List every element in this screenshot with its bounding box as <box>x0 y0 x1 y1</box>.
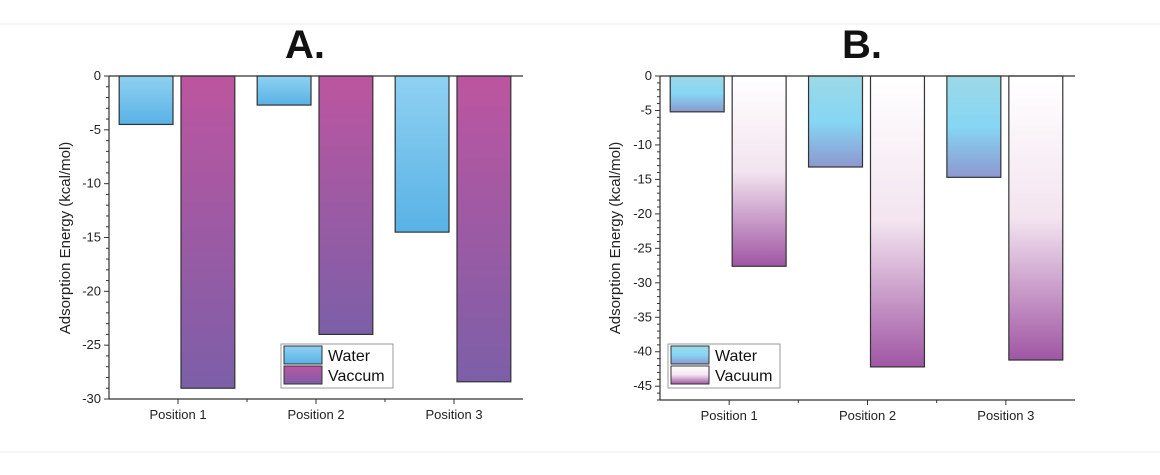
legend-swatch-vaccum <box>283 365 323 385</box>
bar-vaccum-2 <box>318 75 374 335</box>
x-tick-label: Position 2 <box>839 408 896 423</box>
y-tick-label: 0 <box>645 68 652 83</box>
legend: Water Vaccum <box>280 343 394 389</box>
x-tick-label: Position 2 <box>287 407 344 422</box>
x-tick-label: Position 3 <box>977 408 1034 423</box>
y-tick-label: -40 <box>633 344 652 359</box>
bar-vacuum-3 <box>1008 75 1064 361</box>
y-tick-label: -15 <box>82 230 101 245</box>
legend-swatch-water <box>670 345 710 365</box>
bar-water-3 <box>394 75 450 233</box>
y-tick-label: -10 <box>82 176 101 191</box>
legend-swatch-water <box>283 345 323 365</box>
legend-label: Vaccum <box>328 368 385 385</box>
legend: Water Vacuum <box>667 343 781 389</box>
y-tick-label: -30 <box>82 391 101 406</box>
bar-vacuum-2 <box>869 75 926 368</box>
bar-water-2 <box>256 75 312 106</box>
y-tick-label: -20 <box>82 283 101 298</box>
x-tick-label: Position 1 <box>701 408 758 423</box>
chart-b: B. Adsorption Energy (kcal/mol) Position… <box>607 23 1075 423</box>
y-tick-label: -25 <box>633 240 652 255</box>
y-tick-label: -30 <box>633 275 652 290</box>
chart-title: B. <box>842 23 882 67</box>
y-tick-label: -35 <box>633 309 652 324</box>
chart-a: A. Adsorption Energy (kcal/mol) Position… <box>57 23 523 422</box>
y-tick-label: -25 <box>82 337 101 352</box>
x-tick-label: Position 3 <box>425 407 482 422</box>
bar-water-2 <box>807 75 864 168</box>
bar-water-3 <box>946 75 1002 178</box>
y-tick-label: -10 <box>633 137 652 152</box>
y-tick-label: -20 <box>633 206 652 221</box>
legend-swatch-vacuum <box>670 365 710 385</box>
y-axis-label: Adsorption Energy (kcal/mol) <box>57 142 74 335</box>
y-tick-label: 0 <box>94 68 101 83</box>
y-tick-label: -15 <box>633 171 652 186</box>
bar-vaccum-3 <box>456 75 512 383</box>
bar-vacuum-1 <box>731 75 787 267</box>
y-tick-label: -5 <box>640 102 652 117</box>
legend-label: Water <box>715 348 758 365</box>
legend-label: Water <box>328 348 371 365</box>
y-tick-label: -45 <box>633 378 652 393</box>
chart-title: A. <box>285 23 325 67</box>
x-tick-label: Position 1 <box>149 407 206 422</box>
legend-label: Vacuum <box>715 368 773 385</box>
bar-water-1 <box>669 75 725 113</box>
y-axis-label: Adsorption Energy (kcal/mol) <box>607 142 624 335</box>
bar-water-1 <box>118 75 174 126</box>
y-tick-label: -5 <box>89 122 101 137</box>
bar-vaccum-1 <box>180 75 236 389</box>
